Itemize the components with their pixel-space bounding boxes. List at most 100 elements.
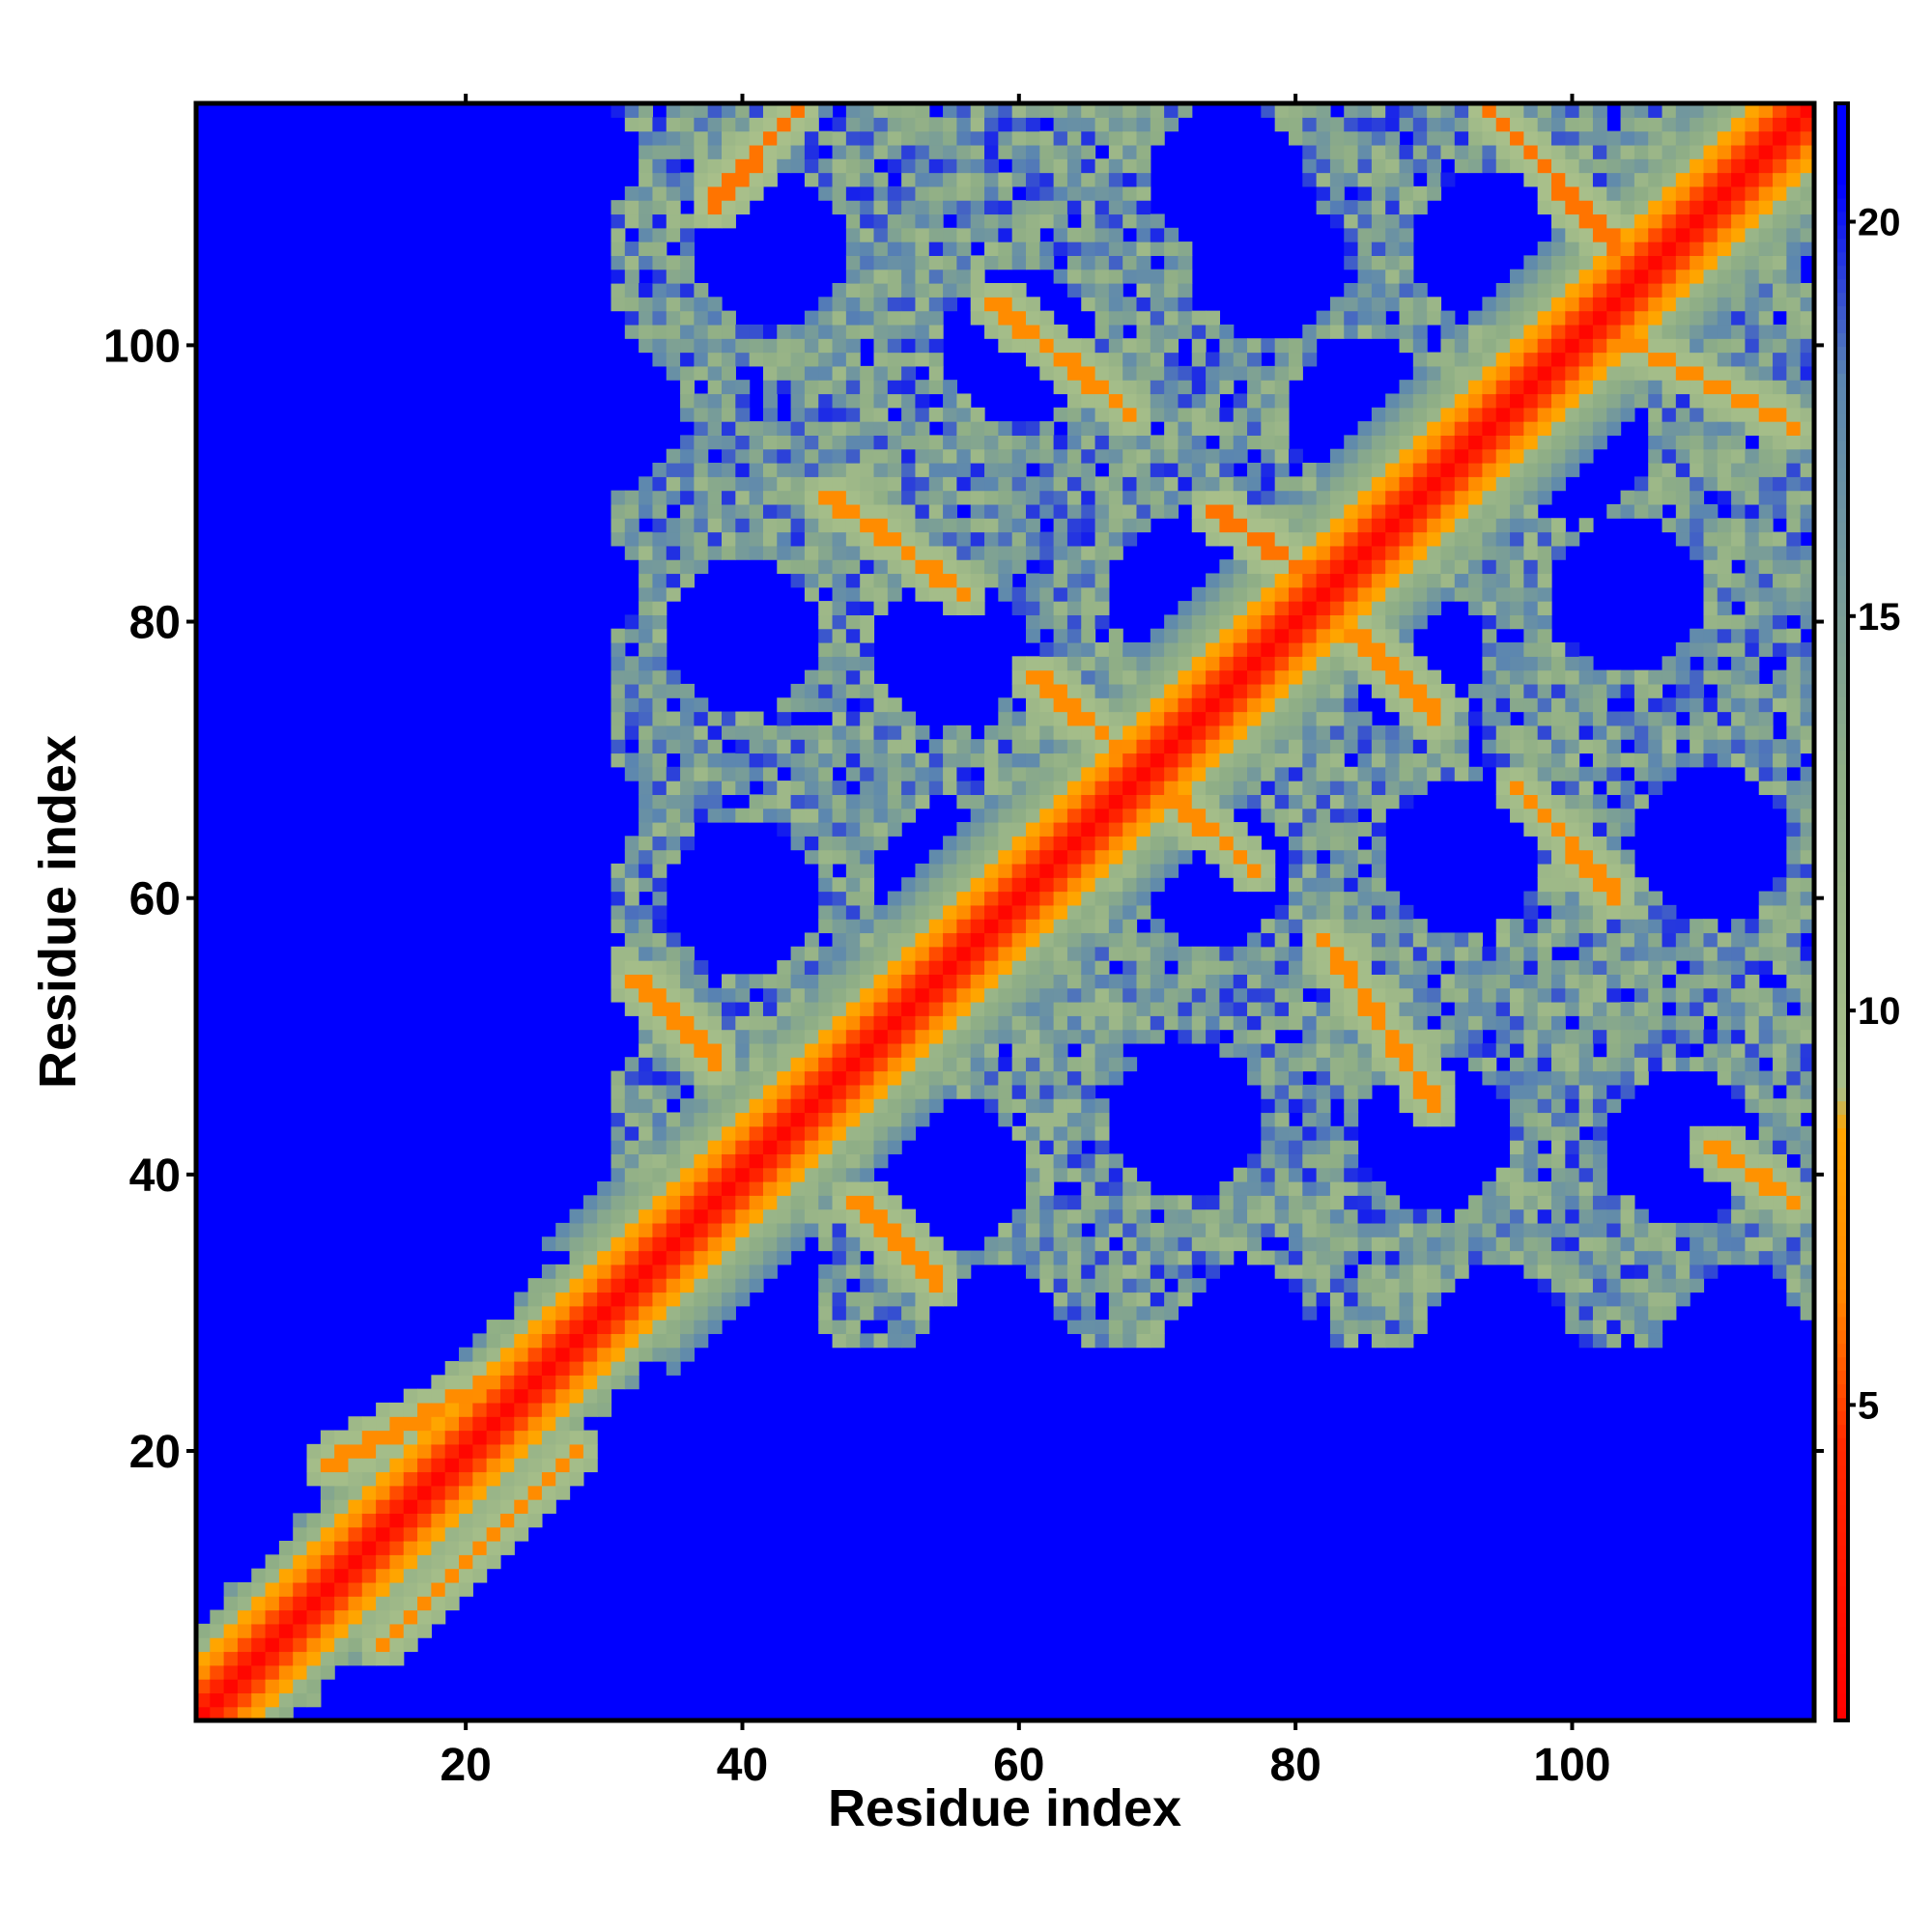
- heatmap-cell: [1510, 614, 1524, 630]
- heatmap-cell: [1550, 1002, 1566, 1016]
- heatmap-cell: [722, 476, 736, 492]
- heatmap-cell: [1039, 919, 1055, 934]
- heatmap-cell: [1122, 781, 1138, 795]
- heatmap-cell: [1094, 808, 1110, 823]
- heatmap-cell: [860, 1195, 875, 1210]
- heatmap-cell: [860, 421, 875, 436]
- heatmap-cell: [1344, 683, 1359, 698]
- heatmap-cell: [1053, 144, 1068, 159]
- heatmap-cell: [984, 877, 999, 893]
- heatmap-cell: [293, 1651, 308, 1666]
- heatmap-cell: [970, 919, 985, 934]
- heatmap-cell: [1039, 545, 1055, 560]
- heatmap-cell: [1206, 476, 1221, 492]
- heatmap-cell: [956, 421, 972, 436]
- heatmap-cell: [970, 172, 985, 187]
- heatmap-cell: [928, 213, 944, 229]
- heatmap-cell: [790, 1208, 806, 1224]
- heatmap-cell: [1261, 863, 1276, 878]
- heatmap-cell: [928, 476, 944, 492]
- heatmap-cell: [1025, 476, 1040, 492]
- heatmap-cell: [1136, 1029, 1151, 1044]
- heatmap-cell: [1039, 338, 1055, 354]
- heatmap-cell: [680, 1029, 695, 1044]
- heatmap-cell: [790, 808, 806, 823]
- heatmap-cell: [762, 545, 778, 560]
- heatmap-cell: [1274, 1112, 1290, 1127]
- heatmap-cell: [1302, 1140, 1318, 1154]
- heatmap-cell: [278, 1679, 294, 1693]
- heatmap-cell: [1495, 711, 1511, 726]
- heatmap-cell: [527, 1292, 543, 1307]
- heatmap-cell: [832, 932, 847, 948]
- heatmap-cell: [1219, 863, 1235, 878]
- heatmap-cell: [694, 987, 709, 1003]
- heatmap-cell: [1108, 1029, 1123, 1044]
- heatmap-cell: [1261, 421, 1276, 436]
- heatmap-cell: [1247, 476, 1262, 492]
- heatmap-cell: [1288, 904, 1303, 920]
- heatmap-cell: [762, 724, 778, 740]
- heatmap-cell: [1371, 200, 1386, 215]
- heatmap-cell: [1495, 407, 1511, 422]
- heatmap-cell: [1550, 919, 1566, 934]
- heatmap-cell: [749, 103, 764, 118]
- heatmap-cell: [832, 1320, 847, 1334]
- heatmap-cell: [1371, 476, 1386, 492]
- heatmap-cell: [1136, 380, 1151, 395]
- heatmap-cell: [1233, 739, 1248, 754]
- heatmap-cell: [1233, 1222, 1248, 1237]
- heatmap-cell: [1495, 531, 1511, 547]
- heatmap-cell: [1081, 642, 1096, 657]
- heatmap-cell: [1053, 476, 1068, 492]
- heatmap-cell: [611, 1140, 626, 1154]
- heatmap-cell: [1150, 642, 1165, 657]
- heatmap-cell: [639, 242, 654, 256]
- heatmap-cell: [998, 1057, 1013, 1072]
- heatmap-cell: [984, 822, 999, 837]
- heatmap-cell: [1399, 1029, 1414, 1044]
- heatmap-cell: [832, 1195, 847, 1210]
- heatmap-cell: [984, 1070, 999, 1086]
- heatmap-cell: [1039, 158, 1055, 174]
- heatmap-cell: [1288, 628, 1303, 643]
- heatmap-cell: [1219, 448, 1235, 464]
- heatmap-cell: [1357, 158, 1373, 174]
- heatmap-cell: [1066, 490, 1082, 505]
- heatmap-cell: [762, 158, 778, 174]
- heatmap-cell: [611, 1320, 626, 1334]
- heatmap-cell: [1482, 753, 1497, 768]
- heatmap-cell: [348, 1458, 363, 1473]
- heatmap-cell: [722, 724, 736, 740]
- heatmap-cell: [361, 1609, 377, 1625]
- heatmap-cell: [1191, 393, 1207, 409]
- heatmap-cell: [1357, 103, 1373, 118]
- heatmap-cell: [1371, 1181, 1386, 1196]
- heatmap-cell: [417, 1581, 432, 1597]
- heatmap-cell: [1094, 919, 1110, 934]
- heatmap-cell: [873, 463, 889, 477]
- heatmap-cell: [1247, 1070, 1262, 1086]
- heatmap-cell: [956, 849, 972, 865]
- heatmap-cell: [1371, 448, 1386, 464]
- heatmap-cell: [1427, 531, 1442, 547]
- heatmap-cell: [1288, 448, 1303, 464]
- heatmap-cell: [1302, 586, 1318, 602]
- heatmap-cell: [1510, 448, 1524, 464]
- heatmap-cell: [1344, 503, 1359, 519]
- heatmap-cell: [1329, 614, 1345, 630]
- heatmap-cell: [804, 586, 819, 602]
- heatmap-cell: [735, 463, 751, 477]
- heatmap-cell: [293, 1692, 308, 1708]
- heatmap-cell: [1122, 200, 1138, 215]
- heatmap-cell: [1302, 1042, 1318, 1058]
- heatmap-cell: [680, 1208, 695, 1224]
- heatmap-cell: [251, 1637, 267, 1653]
- heatmap-cell: [1288, 849, 1303, 865]
- heatmap-cell: [707, 297, 723, 312]
- heatmap-cell: [777, 1222, 792, 1237]
- heatmap-cell: [1274, 463, 1290, 477]
- heatmap-cell: [1316, 545, 1331, 560]
- heatmap-cell: [1427, 393, 1442, 409]
- heatmap-cell: [1523, 946, 1539, 961]
